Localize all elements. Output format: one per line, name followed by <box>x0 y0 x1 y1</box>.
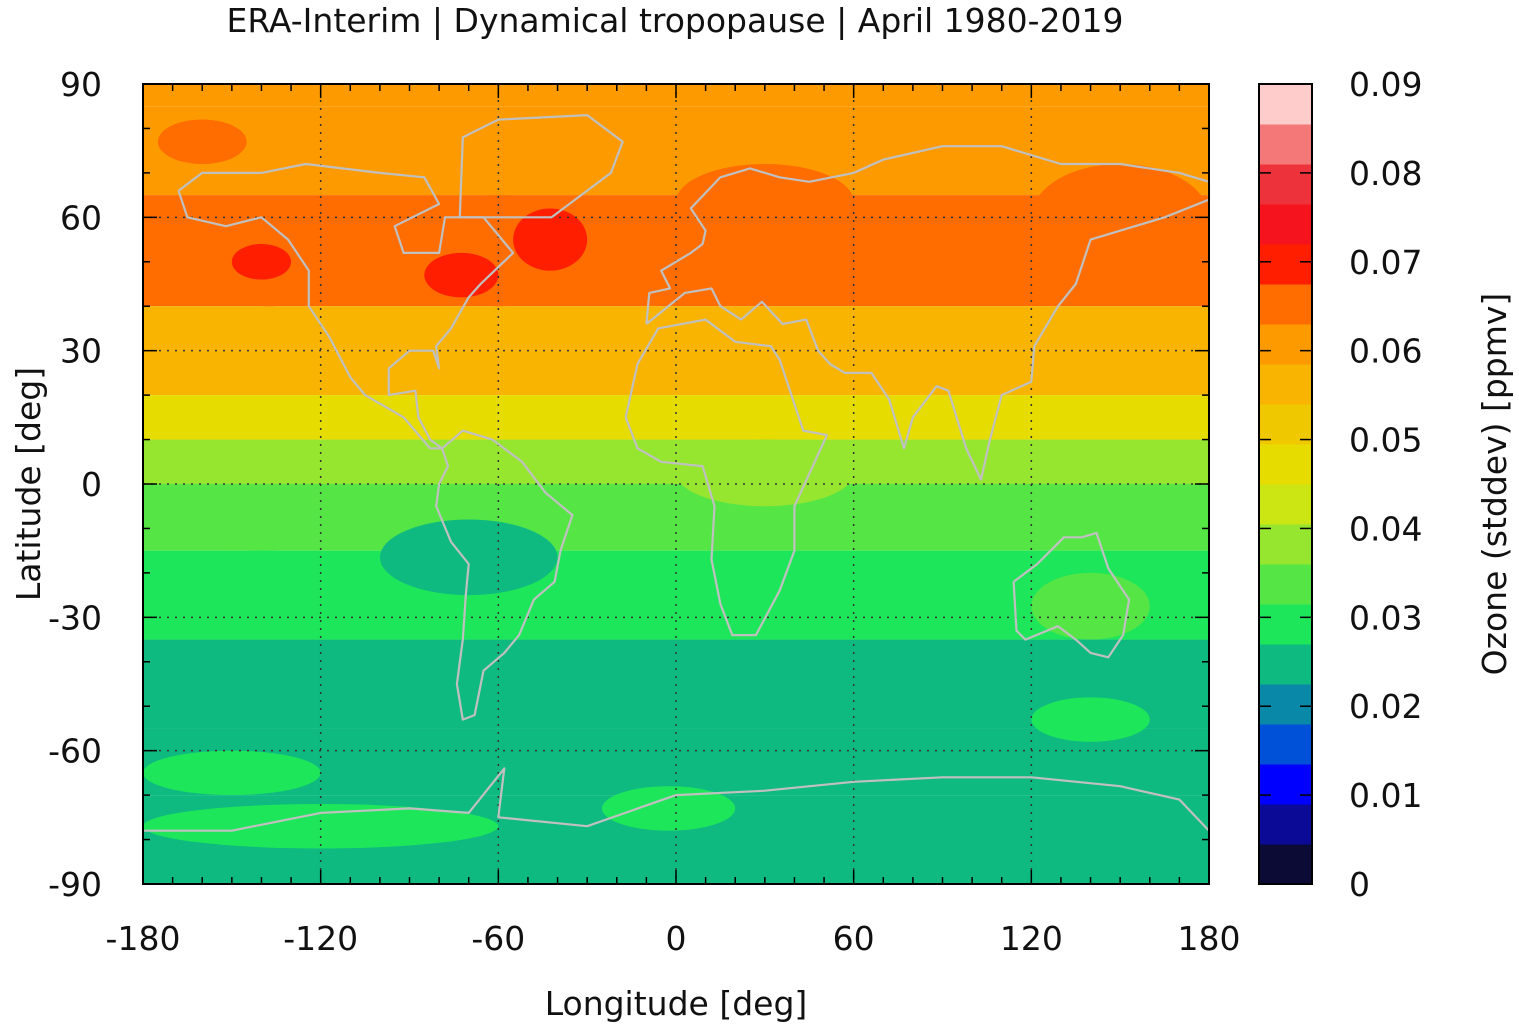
zonal-band <box>143 395 1209 440</box>
colorbar-tick-label: 0.04 <box>1349 509 1422 548</box>
colorbar-tick-label: 0.02 <box>1349 687 1422 726</box>
colorbar <box>1259 83 1312 885</box>
colorbar-tick-labels: 0.09 0.08 0.07 0.06 0.05 0.04 0.03 0.02 0.01 0 <box>1349 65 1422 904</box>
colorbar-frame <box>1258 83 1313 885</box>
data-patch <box>1031 572 1150 640</box>
grid-lines <box>143 84 1209 884</box>
x-tick-labels: -180 -120 -60 0 60 120 180 <box>106 919 1241 958</box>
coastline <box>143 767 1210 832</box>
colorbar-swatch <box>1259 84 1312 125</box>
y-tick-label: 0 <box>81 465 102 504</box>
colorbar-swatch <box>1259 284 1312 325</box>
colorbar-tick-label: 0.08 <box>1349 154 1422 193</box>
x-tick-label: -120 <box>283 919 358 958</box>
colorbar-swatch <box>1259 564 1312 605</box>
data-patch <box>424 252 499 298</box>
colorbar-tick-label: 0.01 <box>1349 776 1422 815</box>
colorbar-tick-label: 0.06 <box>1349 332 1422 371</box>
data-patch <box>1031 697 1150 742</box>
colorbar-swatch <box>1259 404 1312 445</box>
data-patch <box>143 550 380 618</box>
colorbar-swatch <box>1259 364 1312 405</box>
colorbar-swatch <box>1259 684 1312 725</box>
colorbar-tick-label: 0 <box>1349 865 1370 904</box>
colorbar-swatch <box>1259 644 1312 685</box>
x-tick-label: -180 <box>106 919 181 958</box>
colorbar-swatch <box>1259 204 1312 245</box>
coastline <box>177 162 515 450</box>
colorbar-swatch <box>1259 484 1312 525</box>
axis-ticks <box>142 83 1210 885</box>
colorbar-swatch <box>1259 844 1312 885</box>
data-patch <box>143 483 321 551</box>
x-tick-label: 180 <box>1178 919 1241 958</box>
colorbar-swatch <box>1259 724 1312 765</box>
coastline-overlay <box>143 114 1211 832</box>
coastline <box>624 318 829 637</box>
coastline <box>435 429 574 721</box>
data-patch <box>143 750 321 796</box>
colorbar-swatch <box>1259 524 1312 565</box>
colorbar-tick-label: 0.09 <box>1349 65 1422 104</box>
coastline <box>458 114 624 219</box>
y-tick-label: -90 <box>48 865 102 904</box>
coastline <box>645 145 1211 481</box>
colorbar-tick-label: 0.07 <box>1349 243 1422 282</box>
x-tick-label: 0 <box>666 919 687 958</box>
colorbar-tick-label: 0.05 <box>1349 421 1422 460</box>
colorbar-swatch <box>1259 324 1312 365</box>
colorbar-swatch <box>1259 244 1312 285</box>
zonal-band <box>143 306 1209 351</box>
x-tick-label: -60 <box>471 919 525 958</box>
data-patch <box>912 217 1032 262</box>
y-tick-label: 30 <box>60 332 102 371</box>
y-axis-label: Latitude [deg] <box>9 367 48 601</box>
colorbar-swatch <box>1259 444 1312 485</box>
colorbar-swatch <box>1259 764 1312 805</box>
colorbar-swatch <box>1259 164 1312 205</box>
data-patch <box>157 119 247 164</box>
colorbar-tick-label: 0.03 <box>1349 598 1422 637</box>
data-patch <box>142 804 499 849</box>
y-tick-label: 90 <box>60 65 102 104</box>
data-patch <box>676 439 854 507</box>
data-patch <box>513 208 588 271</box>
colorbar-swatch <box>1259 604 1312 645</box>
x-tick-label: 60 <box>833 919 875 958</box>
x-axis-label: Longitude [deg] <box>545 984 808 1023</box>
colorbar-swatch <box>1259 124 1312 165</box>
x-tick-label: 120 <box>1000 919 1063 958</box>
colorbar-label: Ozone (stddev) [ppmv] <box>1475 293 1514 676</box>
y-tick-label: -60 <box>48 732 102 771</box>
y-tick-label: 60 <box>60 198 102 237</box>
y-tick-labels: 90 60 30 0 -30 -60 -90 <box>48 65 102 904</box>
y-tick-label: -30 <box>48 598 102 637</box>
data-patch <box>379 519 558 596</box>
coastline <box>1012 531 1131 659</box>
zonal-band <box>143 728 1209 796</box>
data-patch <box>601 786 736 831</box>
data-patch <box>231 244 292 280</box>
chart-title: ERA-Interim | Dynamical tropopause | Apr… <box>226 1 1123 40</box>
colorbar-swatch <box>1259 804 1312 845</box>
